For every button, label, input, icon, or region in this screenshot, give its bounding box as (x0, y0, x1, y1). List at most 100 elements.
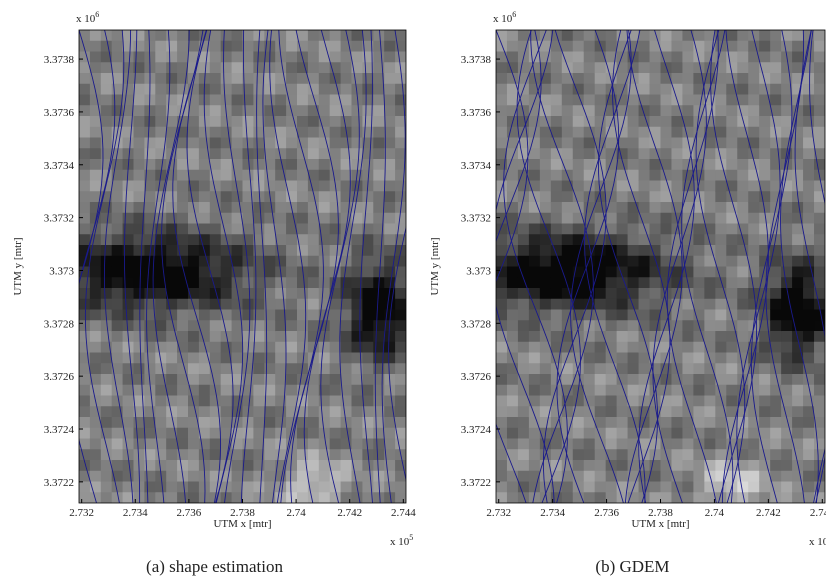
raster-cell (748, 492, 760, 503)
raster-cell (198, 406, 211, 418)
raster-cell (100, 83, 113, 95)
raster-cell (198, 320, 211, 332)
raster-cell (638, 460, 651, 472)
raster-cell (583, 202, 596, 214)
raster-cell (307, 331, 320, 343)
raster-cell (682, 73, 694, 85)
raster-cell (166, 159, 178, 171)
contour-line (262, 30, 287, 503)
raster-cell (572, 212, 585, 224)
raster-cell (209, 449, 222, 461)
raster-cell (373, 223, 385, 235)
raster-cell (351, 148, 363, 160)
raster-cell (671, 148, 683, 160)
raster-cell (286, 62, 298, 74)
raster-cell (726, 137, 738, 149)
raster-cell (792, 395, 804, 407)
raster-cell (649, 341, 661, 353)
raster-cell (748, 180, 760, 192)
raster-cell (496, 427, 508, 439)
raster-cell (79, 460, 91, 472)
raster-cell (144, 417, 156, 429)
raster-cell (122, 427, 134, 439)
raster-cell (759, 51, 771, 63)
raster-cell (638, 266, 651, 278)
raster-cell (340, 73, 352, 85)
raster-cell (384, 148, 396, 160)
raster-cell (155, 40, 167, 52)
contour-line (681, 30, 734, 503)
contour-line (139, 30, 151, 503)
raster-cell (395, 492, 406, 503)
raster-cell (594, 245, 607, 257)
contour-line (381, 30, 406, 503)
raster-cell (242, 116, 254, 128)
raster-cell (286, 492, 298, 503)
raster-cell (264, 137, 276, 149)
raster-cell (231, 331, 243, 343)
raster-cell (649, 245, 661, 257)
raster-cell (561, 298, 574, 310)
raster-cell (737, 94, 749, 106)
raster-cell (373, 427, 385, 439)
raster-cell (242, 234, 254, 246)
raster-cell (572, 417, 585, 429)
raster-cell (89, 427, 102, 439)
raster-cell (496, 105, 508, 117)
raster-cell (792, 202, 804, 214)
raster-cell (297, 30, 309, 42)
raster-cell (275, 159, 287, 171)
raster-cell (759, 331, 771, 343)
raster-cell (693, 492, 705, 503)
raster-cell (395, 105, 406, 117)
raster-cell (550, 417, 563, 429)
raster-cell (781, 234, 793, 246)
raster-cell (111, 492, 124, 503)
raster-cell (122, 298, 134, 310)
raster-cell (79, 40, 91, 52)
raster-cell (111, 105, 124, 117)
raster-cell (704, 266, 716, 278)
raster-cell (506, 255, 519, 267)
raster-cell (814, 30, 825, 42)
raster-cell (572, 309, 585, 321)
raster-cell (177, 417, 189, 429)
raster-cell (627, 320, 640, 332)
raster-cell (209, 137, 222, 149)
raster-cell (737, 266, 749, 278)
y-multiplier: x 106 (76, 10, 99, 25)
raster-cell (770, 277, 782, 289)
raster-cell (649, 277, 661, 289)
raster-cell (373, 288, 385, 300)
raster-cell (726, 341, 738, 353)
raster-cell (528, 331, 541, 343)
raster-cell (528, 341, 541, 353)
raster-cell (539, 288, 552, 300)
raster-cell (528, 395, 541, 407)
raster-cell (627, 341, 640, 353)
raster-cell (660, 309, 672, 321)
raster-cell (329, 137, 342, 149)
raster-cell (572, 374, 585, 386)
raster-cell (297, 277, 309, 289)
raster-cell (133, 298, 145, 310)
raster-cell (395, 73, 406, 85)
raster-cell (792, 288, 804, 300)
raster-cell (781, 116, 793, 128)
raster-cell (231, 277, 243, 289)
raster-cell (79, 470, 91, 482)
raster-cell (297, 169, 309, 181)
raster-cell (748, 341, 760, 353)
raster-cell (351, 51, 363, 63)
raster-cell (572, 62, 585, 74)
raster-cell (561, 234, 574, 246)
raster-cell (231, 234, 243, 246)
raster-cell (627, 427, 640, 439)
raster-cell (561, 245, 574, 257)
x-tick-label: 2.734 (123, 507, 148, 519)
raster-cell (198, 234, 211, 246)
raster-cell (649, 30, 661, 42)
raster-cell (340, 51, 352, 63)
raster-cell (517, 30, 530, 42)
raster-cell (737, 159, 749, 171)
